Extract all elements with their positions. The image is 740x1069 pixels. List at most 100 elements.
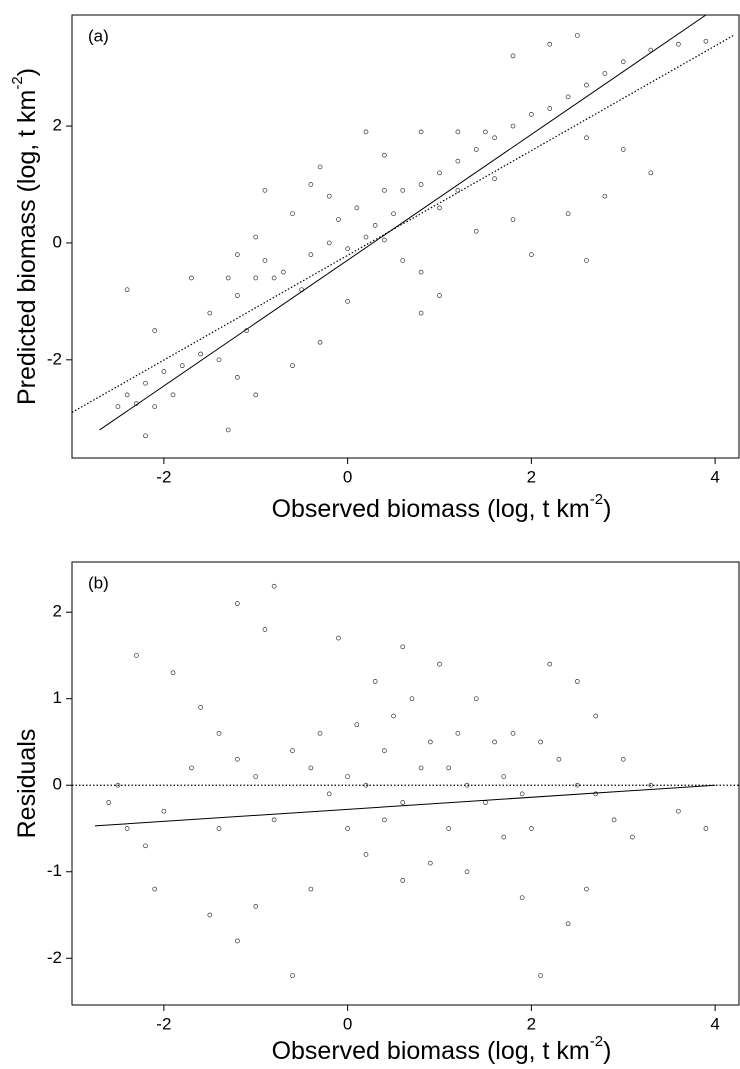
- data-point: [584, 82, 589, 88]
- x-tick-label: 2: [527, 467, 536, 486]
- y-tick-label: -2: [47, 349, 62, 368]
- data-point: [308, 765, 314, 771]
- x-tick-label: 0: [343, 1014, 352, 1033]
- data-point: [170, 670, 176, 676]
- data-point: [336, 635, 341, 641]
- data-point: [418, 269, 424, 275]
- data-point: [648, 782, 654, 788]
- data-point: [483, 129, 488, 135]
- data-point: [317, 164, 323, 170]
- x-tick-label: -2: [156, 1014, 171, 1033]
- data-point: [235, 374, 240, 380]
- data-point: [400, 800, 406, 805]
- data-point: [216, 357, 222, 363]
- data-point: [152, 886, 158, 892]
- data-point: [290, 748, 295, 753]
- data-point: [648, 170, 654, 176]
- fit-line: [94, 784, 716, 827]
- data-point: [427, 739, 433, 745]
- label-tail: ): [603, 495, 611, 523]
- data-point: [326, 240, 332, 246]
- data-point: [253, 275, 259, 281]
- data-point: [455, 187, 461, 193]
- data-point: [115, 404, 121, 409]
- data-point: [253, 234, 259, 240]
- data-point: [345, 826, 350, 831]
- label-text: Residuals: [13, 729, 41, 839]
- data-point: [133, 653, 139, 658]
- data-point: [400, 187, 406, 193]
- data-point: [225, 275, 231, 281]
- data-point: [593, 791, 599, 797]
- data-point: [437, 170, 442, 176]
- data-point: [529, 826, 534, 831]
- data-point: [574, 782, 580, 788]
- data-point: [565, 94, 571, 100]
- plot-frame: [71, 14, 740, 459]
- data-point: [492, 135, 497, 141]
- data-point: [345, 246, 350, 252]
- data-point: [529, 252, 534, 257]
- data-point: [253, 774, 259, 779]
- data-point: [501, 834, 507, 840]
- x-tick-label: 2: [527, 1014, 536, 1033]
- data-point: [574, 679, 580, 684]
- data-point: [124, 392, 130, 398]
- data-point: [161, 369, 167, 374]
- label-superscript: -2: [590, 1033, 603, 1050]
- data-point: [189, 275, 194, 281]
- data-point: [326, 193, 332, 199]
- data-point: [418, 765, 424, 771]
- data-point: [262, 258, 268, 263]
- data-point: [391, 211, 396, 217]
- data-point: [225, 427, 231, 433]
- data-point: [382, 748, 387, 753]
- data-point: [620, 756, 626, 762]
- data-point: [547, 106, 553, 111]
- data-point: [216, 730, 222, 736]
- data-point: [593, 713, 599, 719]
- data-point: [510, 123, 516, 129]
- label-text: Observed biomass (log, t km: [272, 1037, 590, 1065]
- data-point: [473, 228, 479, 234]
- data-point: [519, 791, 525, 797]
- fit-line: [99, 15, 707, 431]
- data-point: [253, 392, 259, 398]
- y-tick-label: 0: [53, 232, 62, 251]
- data-point: [492, 176, 497, 181]
- fit-line: [72, 34, 734, 413]
- data-point: [235, 756, 240, 762]
- data-point: [290, 973, 295, 978]
- data-point: [418, 310, 424, 316]
- data-point: [565, 921, 571, 927]
- data-point: [271, 275, 277, 281]
- data-point: [271, 583, 277, 589]
- data-point: [501, 774, 507, 779]
- data-point: [400, 878, 406, 883]
- data-point: [510, 53, 516, 59]
- data-point: [363, 234, 369, 240]
- data-point: [602, 71, 608, 76]
- data-point: [427, 860, 433, 866]
- data-point: [253, 904, 259, 909]
- data-point: [547, 41, 553, 47]
- data-point: [400, 258, 406, 263]
- data-point: [143, 433, 148, 439]
- data-point: [143, 843, 148, 849]
- data-point: [308, 886, 314, 892]
- data-point: [382, 187, 387, 193]
- data-point: [409, 696, 415, 702]
- data-point: [216, 826, 222, 831]
- data-point: [271, 817, 277, 823]
- data-point: [336, 217, 341, 222]
- label-text: Observed biomass (log, t km: [272, 495, 590, 523]
- data-point: [198, 705, 203, 710]
- data-point: [556, 756, 562, 762]
- data-point: [519, 895, 525, 901]
- y-tick-label: 1: [53, 688, 62, 707]
- data-point: [143, 380, 148, 386]
- data-point: [574, 33, 580, 38]
- data-point: [235, 252, 240, 257]
- data-point: [308, 182, 314, 187]
